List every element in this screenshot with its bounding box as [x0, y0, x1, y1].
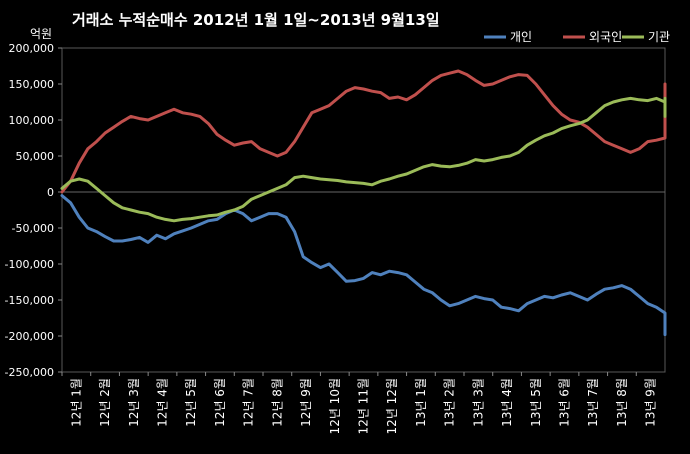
x-tick-label: 13년 6월	[558, 378, 572, 427]
x-tick-label: 13년 8월	[615, 378, 629, 427]
x-tick-label: 12년 1월	[69, 378, 83, 427]
y-tick-label: 100,000	[9, 114, 55, 127]
x-tick-label: 13년 2월	[443, 378, 457, 427]
legend-label: 기관	[648, 30, 670, 44]
y-tick-label: 0	[47, 186, 54, 199]
plot-area	[61, 47, 666, 373]
x-tick-label: 13년 7월	[586, 378, 600, 427]
x-tick-label: 12년 3월	[127, 378, 141, 427]
x-tick-label: 13년 4월	[500, 378, 514, 427]
x-tick-label: 12년 12월	[385, 378, 399, 434]
series-line-3	[60, 96, 667, 223]
unit-label: 억원	[30, 27, 52, 41]
x-tick-label: 12년 7월	[242, 378, 256, 427]
x-tick-label: 12년 10월	[328, 378, 342, 434]
chart-title: 거래소 누적순매수 2012년 1월 1일~2013년 9월13일	[72, 11, 440, 29]
series-lines	[60, 69, 667, 337]
legend: 개인 외국인 기관	[484, 30, 670, 44]
y-axis: 200,000 150,000 100,000 50,000 0 -50,000 -100,…	[5, 42, 665, 379]
y-tick-label: 50,000	[16, 150, 55, 163]
x-tick-label: 13년 9월	[644, 378, 658, 427]
x-tick-label: 13년 3월	[471, 378, 485, 427]
x-axis: 12년 1월 12년 2월 12년 3월 12년 4월 12년 5월 12년 6월 12년 …	[61, 372, 658, 434]
y-tick-label: -100,000	[5, 258, 54, 271]
y-tick-label: -50,000	[12, 222, 54, 235]
x-tick-label: 12년 11월	[357, 378, 371, 434]
y-tick-label: -250,000	[5, 366, 54, 379]
x-tick-label: 12년 6월	[213, 378, 227, 427]
y-tick-label: -200,000	[5, 330, 54, 343]
x-tick-label: 12년 9월	[299, 378, 313, 427]
series-line-2	[60, 69, 667, 194]
x-tick-label: 13년 5월	[529, 378, 543, 427]
y-tick-label: 150,000	[9, 78, 55, 91]
x-tick-label: 12년 2월	[98, 378, 112, 427]
x-tick-label: 12년 4월	[156, 378, 170, 427]
y-tick-label: -150,000	[5, 294, 54, 307]
y-tick-label: 200,000	[9, 42, 55, 55]
x-tick-label: 13년 1월	[414, 378, 428, 427]
legend-label: 개인	[510, 30, 532, 44]
series-line-1	[60, 194, 667, 337]
x-tick-label: 12년 5월	[184, 378, 198, 427]
legend-label: 외국인	[589, 30, 622, 44]
x-tick-label: 12년 8월	[270, 378, 284, 427]
